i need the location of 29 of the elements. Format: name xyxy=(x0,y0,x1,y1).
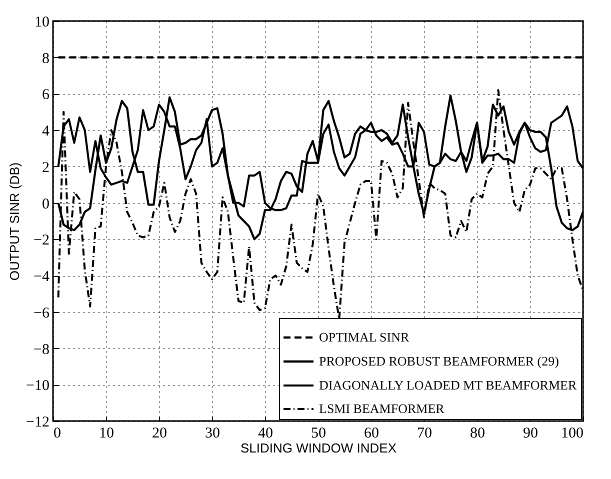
y-tick-label: −4 xyxy=(34,269,50,286)
x-tick-label: 10 xyxy=(99,426,114,442)
x-tick-label: 70 xyxy=(417,426,432,442)
y-tick-label: 2 xyxy=(42,160,50,176)
y-axis-title: OUTPUT SINR (DB) xyxy=(7,162,22,281)
legend-label: LSMI BEAMFORMER xyxy=(319,401,445,416)
y-tick-label: 10 xyxy=(34,14,50,30)
x-tick-label: 50 xyxy=(311,426,326,442)
legend-label: PROPOSED ROBUST BEAMFORMER (29) xyxy=(319,354,559,368)
y-tick-label: −12 xyxy=(26,414,50,430)
y-tick-label: −2 xyxy=(34,232,50,249)
x-axis-title: SLIDING WINDOW INDEX xyxy=(240,440,397,456)
y-tick-label: 8 xyxy=(42,50,50,67)
y-tick-label: −10 xyxy=(26,378,50,394)
x-tick-label: 30 xyxy=(205,426,220,442)
y-tick-label: −6 xyxy=(34,305,50,322)
x-tick-label: 60 xyxy=(364,426,379,442)
y-tick-label: 4 xyxy=(42,124,50,140)
x-tick-label: 100 xyxy=(561,426,584,442)
y-tick-label: −8 xyxy=(34,342,50,358)
legend-label: OPTIMAL SINR xyxy=(319,330,410,344)
x-tick-label: 0 xyxy=(54,426,61,442)
legend-label: DIAGONALLY LOADED MT BEAMFORMER xyxy=(319,378,577,392)
x-tick-label: 80 xyxy=(470,426,485,442)
y-tick-label: 6 xyxy=(42,87,50,104)
y-tick-label: 0 xyxy=(42,196,50,212)
x-tick-label: 20 xyxy=(152,426,167,442)
x-tick-label: 90 xyxy=(523,426,538,442)
x-tick-label: 40 xyxy=(258,426,273,442)
